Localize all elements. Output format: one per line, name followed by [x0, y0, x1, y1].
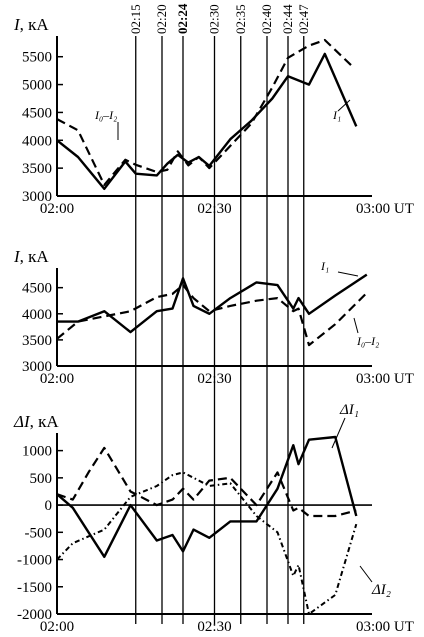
- y-tick-label: 3000: [22, 359, 52, 375]
- y-tick-label: 0: [45, 498, 53, 514]
- label-bot-di2-leader: [359, 565, 373, 583]
- marker-label: 02:24: [175, 3, 190, 34]
- y-tick-label: 1000: [22, 444, 52, 460]
- annotations: I₀–I₂ I₁ I₁ I₀–I₂ ΔI₁ ΔI₂: [94, 99, 391, 598]
- series-I0I2: [56, 284, 368, 347]
- y-tick-label: 500: [30, 471, 53, 487]
- x-tick-label: 03:00 UT: [356, 619, 414, 635]
- time-markers: 02:15 02:20 02:24 02:30 02:35 02:40 02:44 02:47: [128, 3, 311, 624]
- label-top-i0-i2: I₀–I₂: [94, 108, 117, 122]
- marker-label: 02:30: [207, 4, 222, 34]
- y-tick-label: 5000: [22, 78, 52, 94]
- y-tick-label: -1000: [17, 553, 52, 569]
- y-tick-label: 3000: [22, 189, 52, 205]
- label-top-i1: I₁: [332, 108, 341, 122]
- y-axis-label: I, кА: [13, 15, 49, 34]
- series-I1: [56, 52, 358, 191]
- series-dI_dashed: [56, 446, 357, 518]
- marker-label: 02:40: [259, 4, 274, 34]
- label-mid-i0-i2-leader: [353, 317, 359, 334]
- marker-label: 02:35: [233, 4, 248, 34]
- y-tick-label: 4000: [22, 133, 52, 149]
- x-tick-label: 02:00: [40, 201, 74, 217]
- y-tick-label: 5500: [22, 50, 52, 66]
- y-tick-label: 4500: [22, 281, 52, 297]
- label-mid-i1-leader: [337, 271, 359, 277]
- label-mid-i1: I₁: [320, 259, 329, 273]
- series-dI2: [56, 471, 358, 615]
- x-tick-label: 02:00: [40, 619, 74, 635]
- marker-label: 02:15: [128, 4, 143, 34]
- y-tick-label: -2000: [17, 607, 52, 623]
- marker-label: 02:20: [154, 4, 169, 34]
- x-tick-label: 02:00: [40, 371, 74, 387]
- series-dI1: [56, 435, 358, 558]
- label-top-i1-leader: [337, 99, 351, 112]
- y-tick-label: 3500: [22, 161, 52, 177]
- marker-label: 02:47: [296, 4, 311, 34]
- label-mid-i0-i2: I₀–I₂: [356, 334, 379, 348]
- label-bot-di1: ΔI₁: [339, 402, 359, 418]
- label-bot-di1-leader: [331, 417, 346, 449]
- y-tick-label: 4000: [22, 307, 52, 323]
- y-axis-label: I, кА: [13, 247, 49, 266]
- marker-label: 02:44: [280, 4, 295, 34]
- series-I0I2: [56, 38, 352, 186]
- y-tick-label: -500: [25, 525, 53, 541]
- y-tick-label: 4500: [22, 105, 52, 121]
- label-bot-di2: ΔI₂: [371, 582, 391, 598]
- y-tick-label: 3500: [22, 333, 52, 349]
- x-tick-label: 02:30: [197, 619, 231, 635]
- x-tick-label: 03:00 UT: [356, 201, 414, 217]
- series-I1: [57, 273, 368, 334]
- panel-3: -2000 -1500 -1000 -500 0 500 1000 02:00 02:30 03:…: [13, 412, 414, 635]
- y-tick-label: -1500: [17, 580, 52, 596]
- x-tick-label: 03:00 UT: [356, 371, 414, 387]
- y-axis-label: ΔI, кА: [13, 412, 59, 431]
